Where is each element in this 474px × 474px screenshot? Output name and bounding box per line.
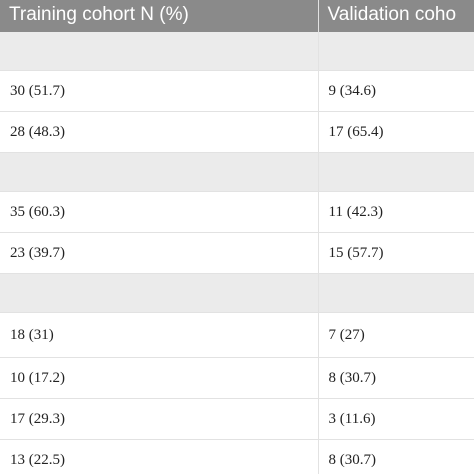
group-cell-validation xyxy=(317,32,474,71)
validation-cell: 11 (42.3) xyxy=(317,191,474,233)
group-cell-training xyxy=(0,273,318,313)
training-cell: 23 (39.7) xyxy=(0,232,318,274)
validation-cell: 15 (57.7) xyxy=(317,232,474,274)
group-cell-validation xyxy=(317,273,474,313)
group-row xyxy=(0,273,474,313)
training-cell: 30 (51.7) xyxy=(0,70,318,112)
table-row: 10 (17.2) 8 (30.7) xyxy=(0,357,474,399)
table-row: 18 (31) 7 (27) xyxy=(0,312,474,358)
table-row: 23 (39.7) 15 (57.7) xyxy=(0,232,474,274)
header-row: Training cohort N (%) Validation coho xyxy=(0,0,474,32)
training-cell: 18 (31) xyxy=(0,312,318,358)
validation-cell: 8 (30.7) xyxy=(317,357,474,399)
validation-cell: 17 (65.4) xyxy=(317,111,474,153)
table-row: 28 (48.3) 17 (65.4) xyxy=(0,111,474,153)
table-row: 17 (29.3) 3 (11.6) xyxy=(0,398,474,440)
training-cell: 10 (17.2) xyxy=(0,357,318,399)
header-validation-cohort: Validation coho xyxy=(317,0,474,32)
header-training-cohort: Training cohort N (%) xyxy=(0,0,318,32)
group-cell-validation xyxy=(317,152,474,192)
table-row: 13 (22.5) 8 (30.7) xyxy=(0,439,474,474)
training-cell: 13 (22.5) xyxy=(0,439,318,474)
validation-cell: 9 (34.6) xyxy=(317,70,474,112)
group-row xyxy=(0,32,474,71)
validation-cell: 7 (27) xyxy=(317,312,474,358)
table-row: 30 (51.7) 9 (34.6) xyxy=(0,70,474,112)
group-cell-training xyxy=(0,32,318,71)
group-cell-training xyxy=(0,152,318,192)
table-row: 35 (60.3) 11 (42.3) xyxy=(0,191,474,233)
validation-cell: 3 (11.6) xyxy=(317,398,474,440)
training-cell: 35 (60.3) xyxy=(0,191,318,233)
validation-cell: 8 (30.7) xyxy=(317,439,474,474)
group-row xyxy=(0,152,474,192)
training-cell: 28 (48.3) xyxy=(0,111,318,153)
training-cell: 17 (29.3) xyxy=(0,398,318,440)
